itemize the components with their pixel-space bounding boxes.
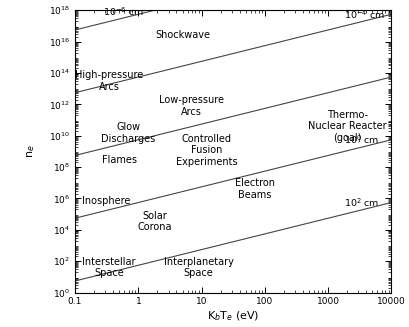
Text: Electron
Beams: Electron Beams — [234, 178, 274, 200]
Text: n$_e$: n$_e$ — [25, 145, 36, 158]
Text: Inosphere: Inosphere — [82, 196, 130, 206]
Text: Flames: Flames — [101, 155, 137, 164]
Text: Controlled
Fusion
Experiments: Controlled Fusion Experiments — [175, 133, 237, 167]
Text: Interstellar
Space: Interstellar Space — [82, 257, 135, 278]
Text: 10$^{2}$ cm: 10$^{2}$ cm — [344, 196, 379, 209]
Text: Shockwave: Shockwave — [155, 30, 209, 40]
Text: Thermo-
Nuclear Reacter
(goal): Thermo- Nuclear Reacter (goal) — [307, 110, 386, 143]
Text: Low-pressure
Arcs: Low-pressure Arcs — [159, 95, 224, 117]
Text: Solar
Corona: Solar Corona — [137, 211, 171, 232]
Text: 10$^{0}$ cm: 10$^{0}$ cm — [344, 133, 379, 146]
Text: High-pressure
Arcs: High-pressure Arcs — [75, 70, 143, 92]
Text: 10$^{-6}$ cm: 10$^{-6}$ cm — [103, 5, 144, 18]
X-axis label: K$_b$T$_e$ (eV): K$_b$T$_e$ (eV) — [207, 309, 259, 323]
Text: Interplanetary
Space: Interplanetary Space — [163, 257, 233, 278]
Text: Glow
Discharges: Glow Discharges — [101, 122, 155, 144]
Text: 10$^{-4}$ cm: 10$^{-4}$ cm — [344, 8, 384, 21]
